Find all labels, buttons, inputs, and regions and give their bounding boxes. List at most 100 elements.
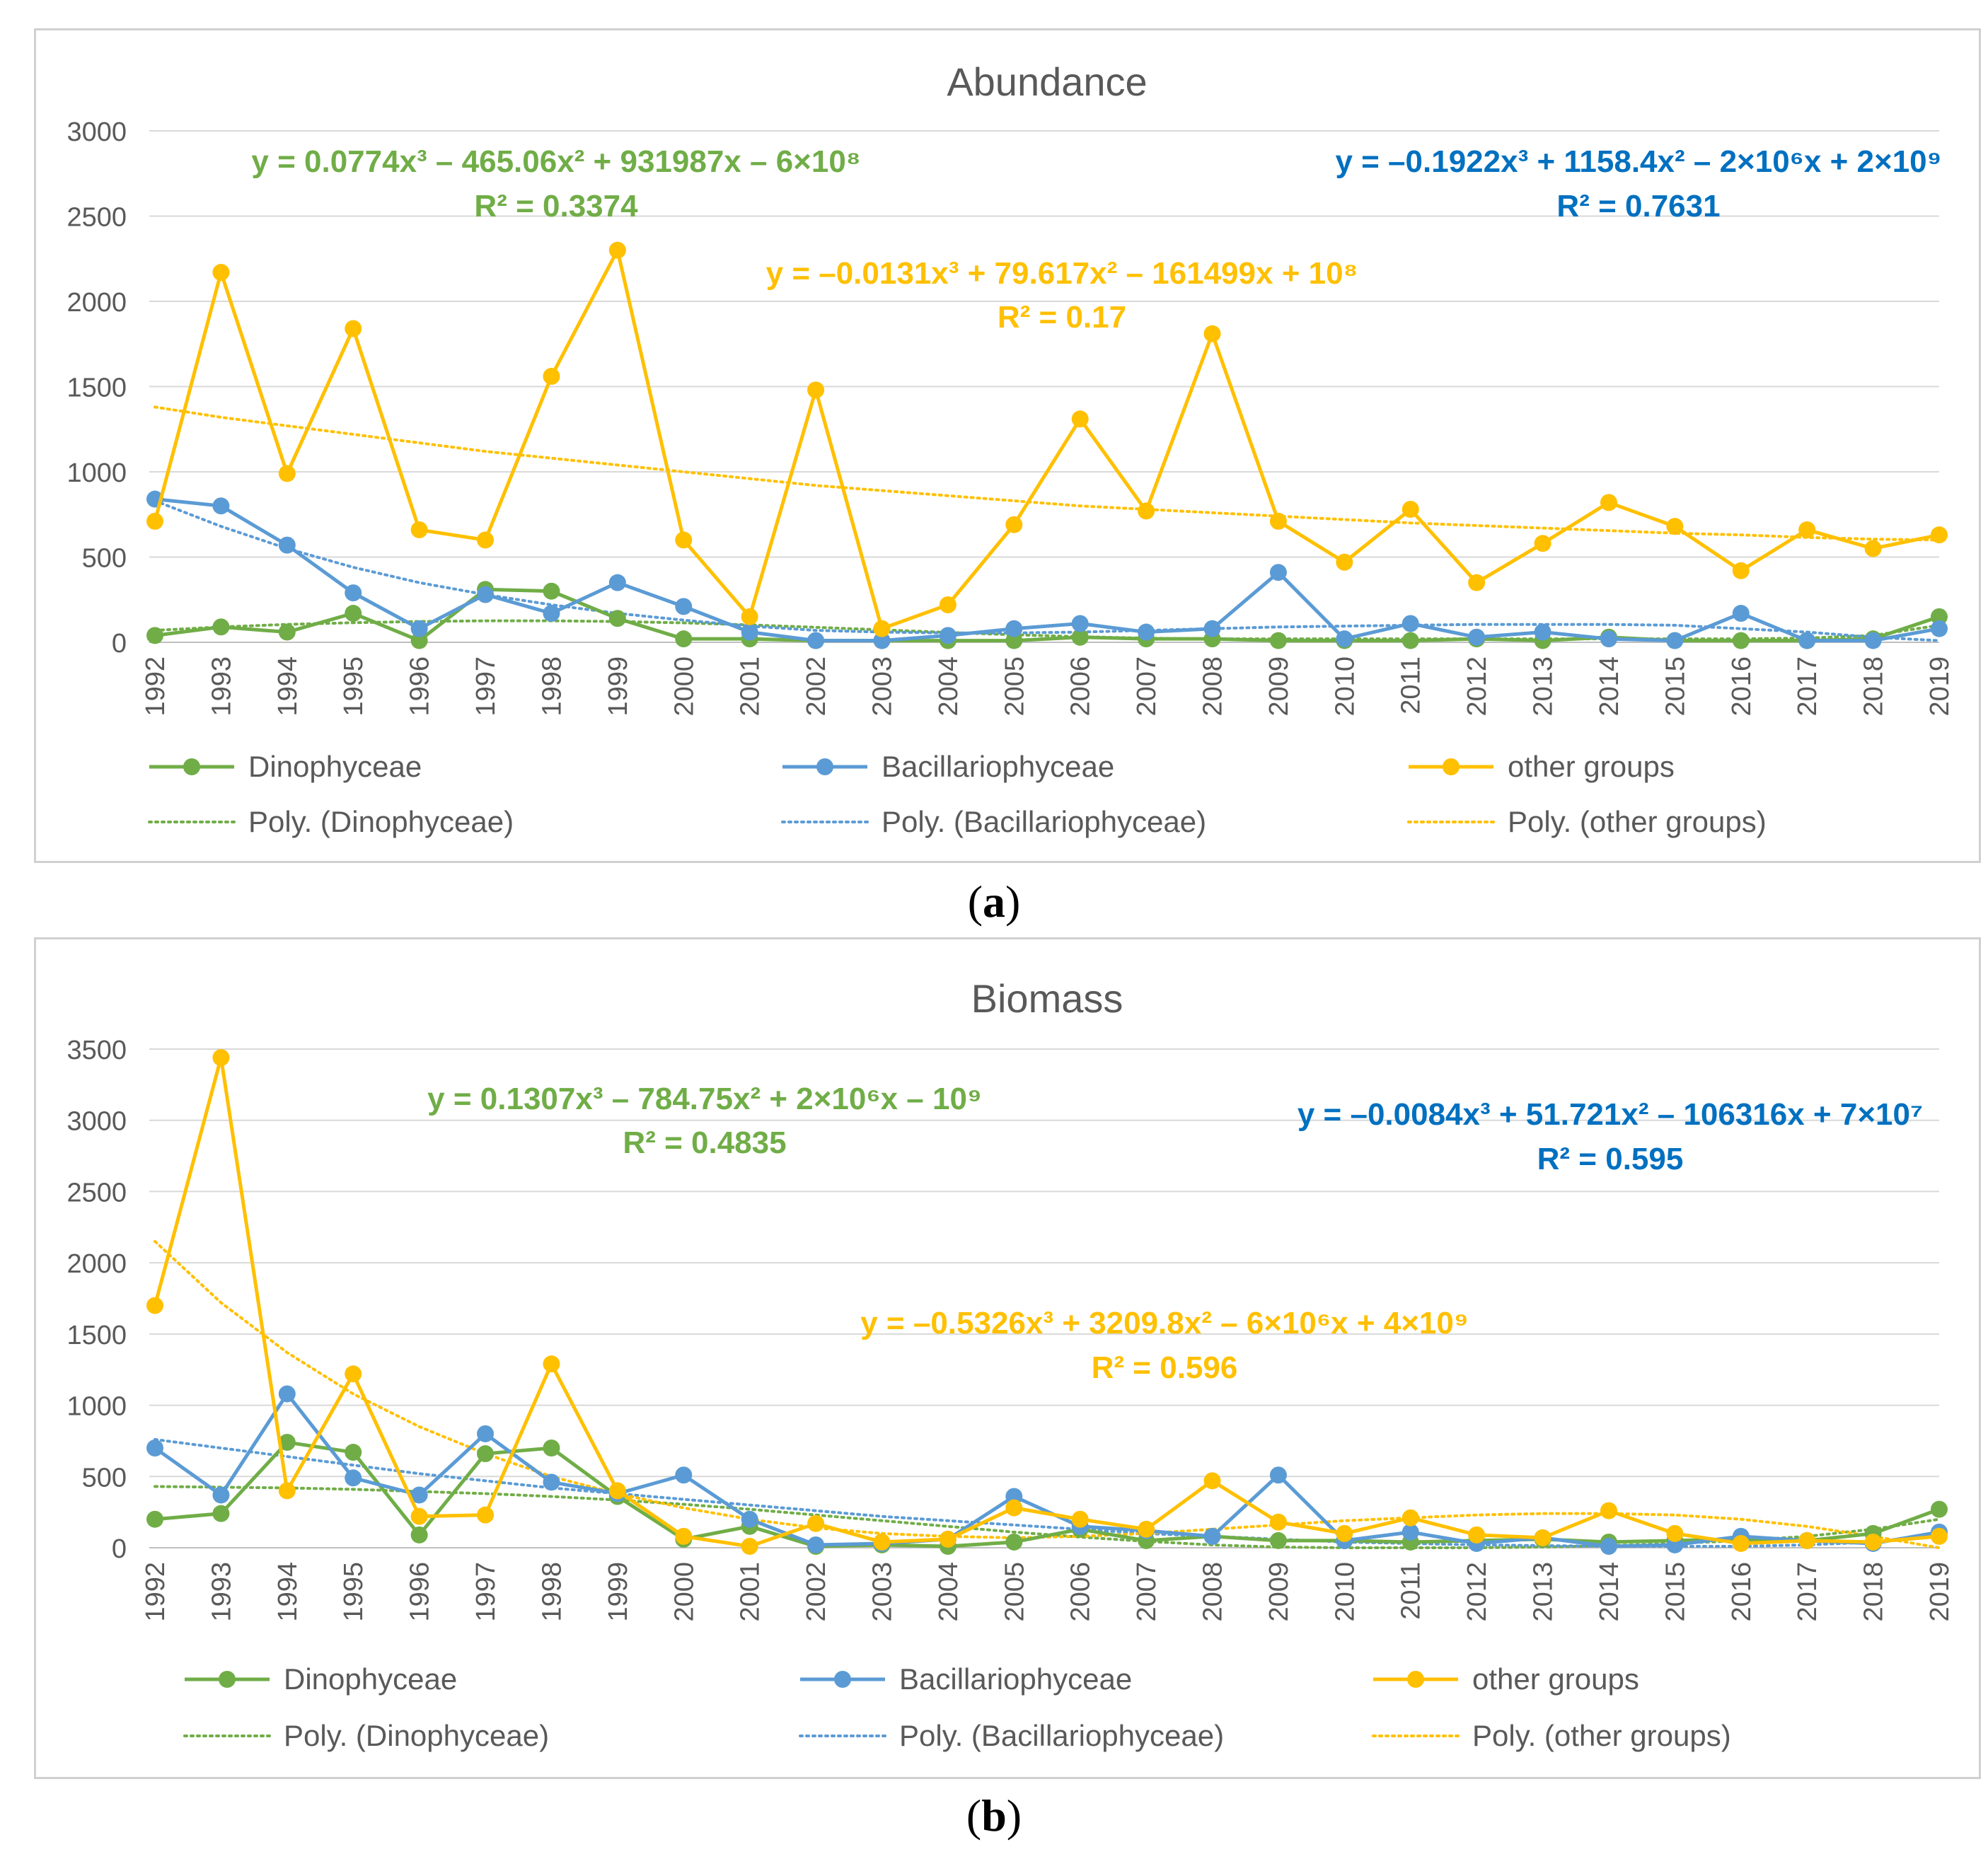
abundance-y-tick-label: 500: [82, 544, 127, 574]
abundance-point-other: [1534, 535, 1551, 552]
biomass-point-other: [1402, 1509, 1419, 1527]
abundance-point-dino: [212, 618, 230, 636]
abundance-point-bac: [1798, 632, 1816, 649]
biomass-point-other: [146, 1297, 163, 1314]
abundance-point-bac: [1534, 623, 1551, 641]
biomass-x-tick-label: 2009: [1264, 1562, 1294, 1622]
biomass-x-tick-label: 2003: [867, 1562, 897, 1622]
abundance-trendline-poly-dino: [154, 619, 1941, 641]
biomass-point-dino: [345, 1444, 362, 1461]
biomass-y-tick-label: 500: [82, 1463, 127, 1493]
biomass-point-other: [1732, 1534, 1750, 1552]
abundance-x-tick-label: 2008: [1198, 656, 1228, 717]
biomass-x-tick-label: 2008: [1198, 1562, 1228, 1622]
abundance-point-bac: [1864, 632, 1882, 649]
biomass-r2-dino: R² = 0.4835: [623, 1125, 786, 1160]
biomass-point-other: [278, 1482, 296, 1500]
abundance-point-other: [807, 381, 825, 399]
biomass-x-tick-label: 2011: [1397, 1562, 1426, 1620]
biomass-x-tick-label: 2007: [1132, 1562, 1162, 1622]
biomass-point-other: [477, 1506, 495, 1524]
biomass-point-bac: [807, 1536, 825, 1553]
biomass-x-tick-label: 2013: [1529, 1562, 1559, 1622]
abundance-legend-label-poly-dino: Poly. (Dinophyceae): [248, 805, 514, 838]
abundance-x-tick-label: 2019: [1925, 656, 1955, 717]
abundance-point-other: [608, 241, 626, 259]
biomass-point-bac: [1269, 1466, 1287, 1484]
biomass-point-other: [807, 1515, 825, 1532]
biomass-point-bac: [741, 1510, 758, 1528]
abundance-point-other: [1005, 516, 1023, 533]
biomass-point-other: [1269, 1513, 1287, 1531]
abundance-x-tick-label: 2006: [1066, 656, 1096, 717]
abundance-point-dino: [1005, 632, 1023, 649]
biomass-point-other: [1071, 1510, 1089, 1528]
biomass-x-tick-label: 1993: [207, 1562, 236, 1622]
abundance-point-dino: [146, 627, 163, 644]
biomass-x-tick-label: 1999: [603, 1562, 633, 1622]
biomass-point-bac: [477, 1425, 495, 1442]
abundance-legend-label-poly-bac: Poly. (Bacillariophyceae): [882, 805, 1206, 838]
biomass-point-other: [1600, 1502, 1617, 1519]
biomass-point-other: [1203, 1472, 1221, 1490]
abundance-x-tick-label: 2012: [1462, 656, 1492, 717]
biomass-point-bac: [410, 1486, 428, 1504]
biomass-x-tick-label: 2016: [1727, 1562, 1757, 1622]
abundance-point-other: [1138, 502, 1155, 520]
biomass-point-dino: [1005, 1533, 1023, 1551]
biomass-series-line-bac: [154, 1391, 1940, 1548]
abundance-x-tick-label: 2004: [934, 656, 964, 717]
biomass-legend-label-bac: Bacillariophyceae: [899, 1662, 1132, 1696]
abundance-point-bac: [1071, 615, 1089, 632]
abundance-x-tick-label: 2016: [1727, 656, 1757, 717]
biomass-x-tick-label: 2006: [1066, 1562, 1096, 1622]
biomass-point-other: [1534, 1529, 1551, 1546]
biomass-series-line-dino: [154, 1440, 1940, 1548]
biomass-x-tick-label: 2018: [1859, 1562, 1889, 1622]
abundance-x-tick-label: 2013: [1529, 656, 1559, 717]
abundance-y-tick-label: 0: [112, 629, 127, 659]
biomass-point-bac: [345, 1469, 362, 1487]
abundance-point-bac: [1931, 620, 1948, 637]
abundance-point-bac: [939, 627, 957, 644]
abundance-x-tick-label: 1993: [207, 656, 236, 717]
abundance-y-tick-label: 2000: [67, 288, 127, 318]
biomass-point-other: [1666, 1524, 1684, 1542]
biomass-point-dino: [1269, 1531, 1287, 1549]
biomass-x-tick-label: 2012: [1462, 1562, 1492, 1622]
abundance-point-bac: [873, 632, 891, 649]
biomass-point-other: [608, 1482, 626, 1500]
abundance-point-bac: [212, 497, 230, 515]
abundance-legend-label-poly-other: Poly. (other groups): [1508, 805, 1767, 838]
abundance-point-other: [1336, 553, 1353, 571]
abundance-chart: Abundance 0 500 1000 1500 2000 2500 3000 1992 199…: [67, 59, 1955, 838]
abundance-x-tick-label: 1994: [273, 656, 303, 717]
abundance-point-bac: [1138, 623, 1155, 641]
abundance-point-other: [1666, 518, 1684, 535]
biomass-point-bac: [543, 1473, 560, 1491]
abundance-x-tick-label: 2000: [669, 656, 699, 717]
abundance-x-tick-label: 2017: [1793, 656, 1822, 717]
abundance-point-other: [1931, 526, 1948, 544]
abundance-point-other: [873, 620, 891, 637]
abundance-point-dino: [1269, 632, 1287, 649]
biomass-legend-label-dino: Dinophyceae: [284, 1662, 457, 1696]
abundance-point-bac: [807, 632, 825, 649]
biomass-x-tick-label: 2001: [736, 1562, 765, 1622]
abundance-legend-label-other: other groups: [1508, 750, 1675, 783]
abundance-point-other: [1798, 521, 1816, 538]
abundance-point-other: [1071, 410, 1089, 428]
biomass-equation-bac: y = –0.0084x³ + 51.721x² – 106316x + 7×1…: [1298, 1097, 1923, 1132]
biomass-point-dino: [1931, 1500, 1948, 1518]
abundance-point-other: [741, 608, 758, 625]
abundance-point-other: [410, 521, 428, 538]
biomass-point-other: [212, 1049, 230, 1067]
abundance-point-bac: [1732, 605, 1750, 622]
abundance-x-tick-label: 2010: [1330, 656, 1360, 717]
abundance-point-dino: [608, 610, 626, 627]
abundance-point-bac: [543, 605, 560, 622]
biomass-point-dino: [278, 1433, 296, 1451]
biomass-point-other: [1864, 1533, 1882, 1551]
abundance-point-other: [1402, 501, 1419, 519]
abundance-y-tick-label: 1000: [67, 458, 127, 488]
